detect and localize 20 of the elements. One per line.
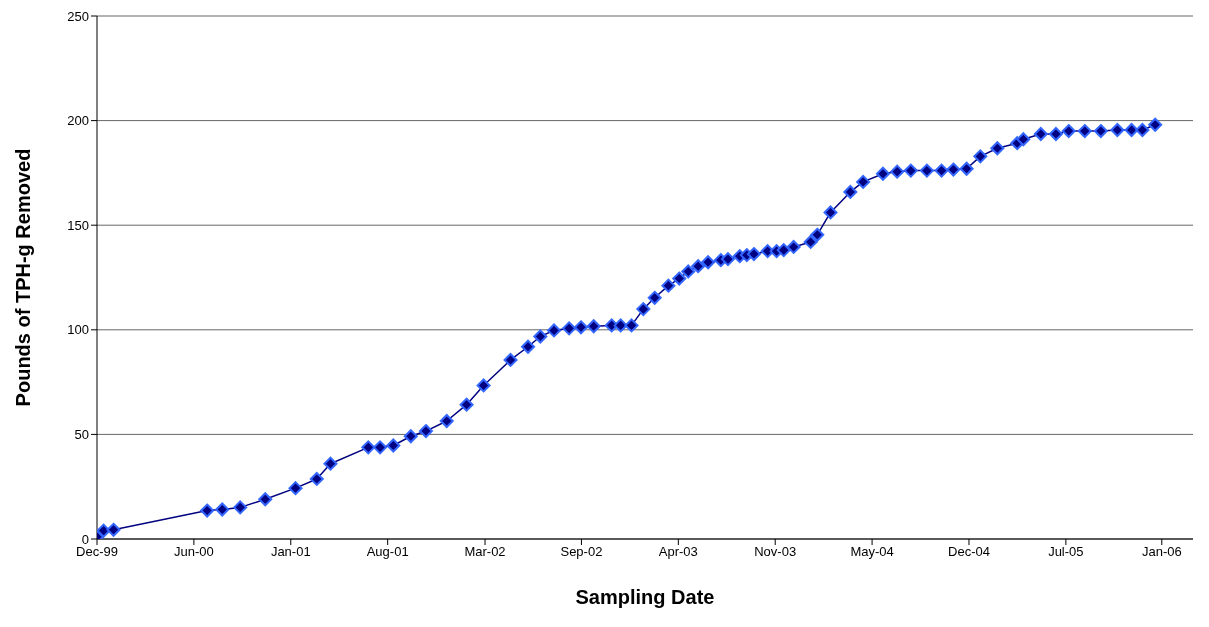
x-tick-label: Apr-03: [658, 544, 698, 560]
y-tick-label: 250: [67, 8, 89, 24]
x-tick-label: Jul-05: [1048, 544, 1084, 560]
x-tick-label: Mar-02: [464, 544, 506, 560]
y-tick-label: 0: [81, 531, 89, 547]
x-tick-label: Sep-02: [560, 544, 603, 560]
x-tick-label: Dec-99: [76, 544, 118, 560]
x-axis-title: Sampling Date: [575, 586, 715, 608]
y-tick-label: 100: [67, 322, 89, 338]
x-tick-label: Aug-01: [366, 544, 409, 560]
y-axis-title: Pounds of TPH-g Removed: [12, 148, 35, 407]
y-tick-label: 50: [74, 427, 89, 443]
x-tick-label: Dec-04: [948, 544, 990, 560]
x-tick-label: Jun-00: [174, 544, 214, 560]
x-tick-label: Jan-06: [1141, 544, 1182, 560]
x-tick-label: Jan-01: [270, 544, 311, 560]
y-tick-label: 200: [67, 113, 89, 129]
x-tick-label: May-04: [850, 544, 894, 560]
y-tick-label: 150: [67, 217, 89, 233]
x-tick-label: Nov-03: [754, 544, 797, 560]
